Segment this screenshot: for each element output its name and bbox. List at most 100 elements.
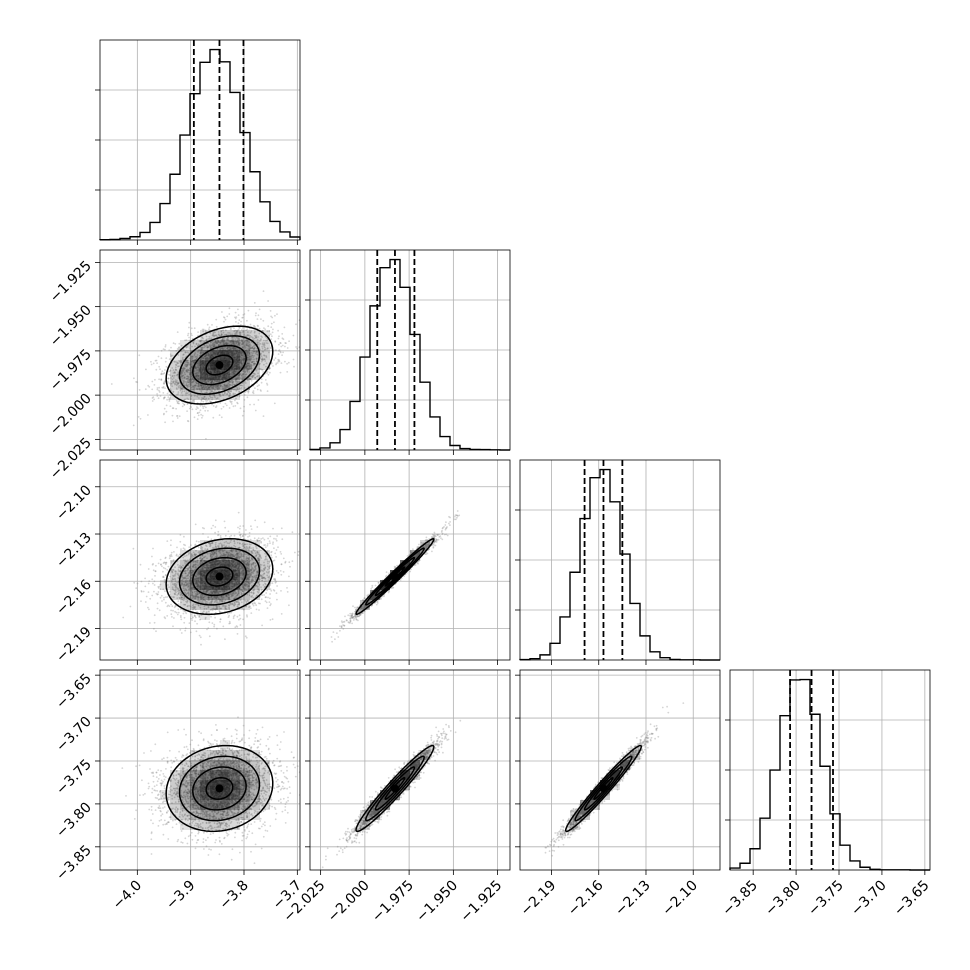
sample-point	[230, 340, 233, 342]
sample-point	[259, 389, 262, 391]
sample-point	[241, 543, 244, 546]
sample-point	[249, 575, 252, 578]
x-tick-label: −2.19	[518, 878, 560, 920]
sample-point	[264, 360, 267, 362]
sample-point	[173, 380, 175, 382]
sample-point	[181, 356, 184, 359]
sample-point	[213, 334, 216, 337]
sample-point	[250, 379, 253, 382]
sample-point	[190, 363, 192, 365]
sample-point	[203, 346, 206, 348]
sample-point	[175, 407, 178, 410]
sample-point	[200, 348, 203, 351]
y-tick-label: −2.16	[53, 577, 95, 619]
sample-point	[223, 383, 226, 386]
sample-point	[174, 368, 177, 371]
sample-point	[211, 542, 213, 544]
sample-point	[175, 387, 178, 389]
sample-point	[266, 372, 268, 375]
sample-point	[244, 370, 247, 373]
sample-point	[198, 339, 201, 341]
sample-point	[200, 384, 203, 387]
sample-point	[183, 383, 185, 385]
sample-point	[188, 383, 190, 386]
sample-point	[212, 332, 215, 335]
sample-point	[184, 392, 187, 395]
sample-point	[219, 385, 222, 388]
sample-point	[244, 367, 246, 370]
sample-point	[254, 350, 256, 353]
sample-point	[189, 582, 192, 585]
sample-point	[197, 362, 200, 365]
sample-point	[190, 366, 193, 369]
sample-point	[210, 381, 213, 383]
sample-point	[215, 405, 218, 407]
sample-point	[195, 581, 198, 583]
sample-point	[198, 368, 201, 371]
sample-point	[197, 600, 200, 602]
sample-point	[264, 379, 267, 381]
sample-point	[226, 348, 229, 350]
sample-point	[158, 365, 161, 368]
sample-point	[238, 374, 241, 377]
sample-point	[183, 367, 185, 370]
sample-point	[139, 417, 142, 420]
sample-point	[169, 388, 172, 390]
sample-point	[238, 332, 241, 334]
sample-point	[207, 388, 210, 391]
sample-point	[182, 368, 184, 370]
sample-point	[229, 375, 232, 378]
sample-point	[265, 558, 267, 560]
sample-point	[213, 394, 216, 397]
sample-point	[194, 359, 197, 361]
sample-point	[233, 601, 236, 604]
sample-point	[193, 361, 195, 363]
sample-point	[200, 400, 203, 402]
sample-point	[251, 361, 254, 363]
sample-point	[254, 409, 257, 412]
sample-point	[217, 341, 220, 343]
sample-point	[185, 384, 188, 387]
sample-point	[210, 595, 213, 598]
sample-point	[218, 394, 221, 396]
sample-point	[249, 378, 252, 381]
sample-point	[180, 582, 183, 584]
sample-point	[158, 378, 161, 381]
sample-point	[241, 377, 244, 379]
sample-point	[224, 554, 226, 556]
sample-point	[245, 589, 248, 591]
sample-point	[185, 600, 187, 603]
sample-point	[181, 375, 183, 378]
sample-point	[201, 414, 204, 417]
sample-point	[247, 563, 250, 566]
sample-point	[182, 354, 185, 356]
sample-point	[185, 589, 188, 592]
sample-point	[183, 380, 185, 383]
y-tick-label: −3.65	[53, 671, 95, 713]
sample-point	[259, 556, 262, 559]
sample-point	[219, 607, 222, 610]
sample-point	[161, 565, 163, 568]
sample-point	[186, 364, 189, 366]
sample-point	[187, 377, 189, 380]
sample-point	[192, 608, 194, 611]
sample-point	[247, 351, 250, 354]
sample-point	[150, 363, 153, 366]
sample-point	[188, 339, 191, 342]
sample-point	[239, 342, 241, 344]
sample-point	[269, 565, 271, 568]
sample-point	[239, 624, 242, 626]
sample-point	[178, 346, 181, 348]
sample-point	[244, 373, 247, 376]
sample-point	[237, 391, 240, 393]
sample-point	[226, 595, 228, 598]
sample-point	[228, 346, 231, 349]
sample-point	[229, 555, 231, 557]
sample-point	[255, 357, 258, 360]
sample-point	[194, 578, 196, 581]
sample-point	[246, 599, 249, 602]
sample-point	[167, 370, 170, 373]
sample-point	[211, 609, 214, 612]
sample-point	[152, 362, 155, 365]
sample-point	[216, 384, 219, 386]
